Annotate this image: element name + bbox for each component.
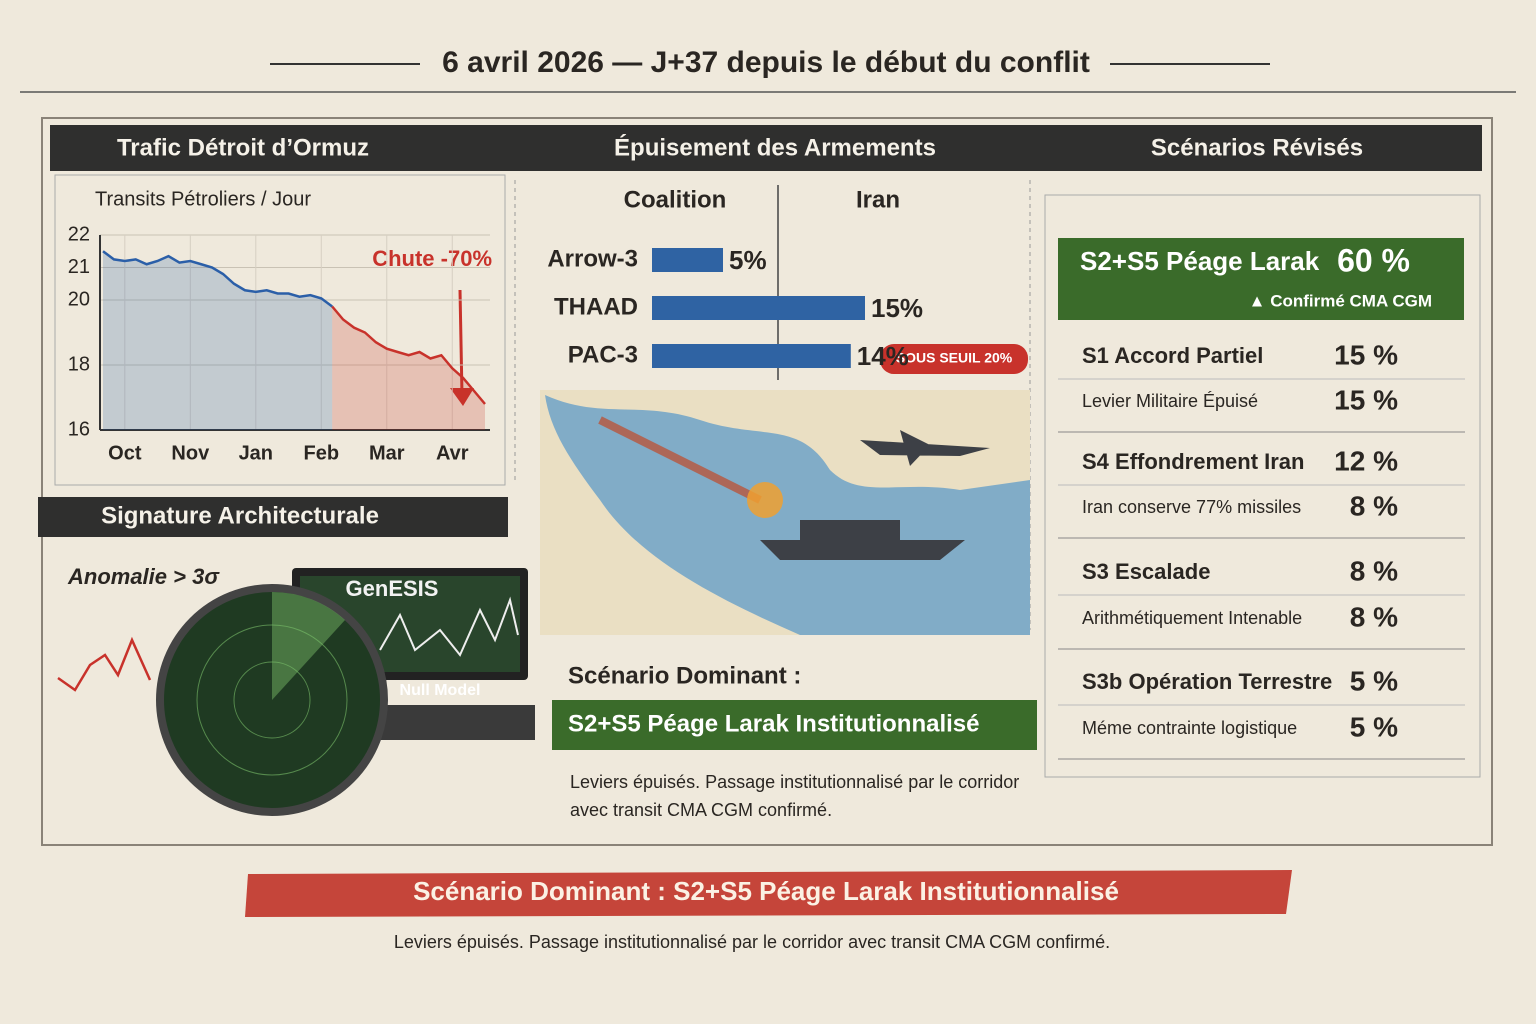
radar (156, 584, 388, 816)
lead-value: 60 % (1337, 242, 1410, 278)
dominant-box (552, 700, 1037, 750)
lead-name: S2+S5 Péage Larak (1080, 246, 1320, 276)
dominant-text: Leviers épuisés. Passage institutionnali… (570, 772, 1019, 792)
anomaly-label: Anomalie > 3σ (67, 564, 220, 589)
y-tick-label: 16 (68, 418, 90, 440)
scenario-value: 15 % (1334, 384, 1398, 415)
bar (652, 248, 723, 272)
scenario-name: Arithmétiquement Intenable (1082, 608, 1302, 628)
scenario-value: 5 % (1350, 711, 1398, 742)
area (103, 251, 333, 430)
panel-box (1044, 194, 1481, 778)
keyboard (370, 705, 535, 740)
area (332, 306, 485, 430)
footer-title: Scénario Dominant : S2+S5 Péage Larak In… (413, 876, 1119, 906)
panel-title: Trafic Détroit d’Ormuz (117, 134, 369, 161)
panel-title: Scénarios Révisés (1151, 134, 1363, 161)
column-label: Iran (856, 186, 900, 213)
explosion (747, 482, 783, 518)
scenario-value: 8 % (1350, 490, 1398, 521)
footer-banner (245, 870, 1292, 917)
monitor-line (379, 596, 519, 657)
footer-text: Leviers épuisés. Passage institutionnali… (394, 932, 1110, 952)
x-tick-label: Feb (304, 442, 340, 464)
scenario-name: S3 Escalade (1082, 559, 1210, 584)
ship (760, 520, 965, 560)
y-tick-label: 22 (68, 223, 90, 245)
y-tick-label: 21 (68, 256, 90, 278)
monitor-label: GenESIS (346, 576, 439, 601)
scenario-name: S4 Effondrement Iran (1082, 449, 1304, 474)
lead-box (1058, 238, 1464, 320)
value-label: 14% (857, 341, 909, 371)
missile-trail (598, 416, 762, 504)
arrow-head (450, 388, 474, 406)
x-tick-label: Nov (171, 442, 210, 464)
column-label: Coalition (624, 186, 727, 213)
annotation: Chute -70% (372, 246, 492, 271)
header-bar (50, 125, 1482, 171)
category-label: Arrow-3 (547, 245, 638, 272)
y-tick-label: 18 (68, 353, 90, 375)
frame (41, 117, 1493, 846)
bar (652, 296, 865, 320)
value-label: 5% (729, 245, 767, 275)
x-tick-label: Avr (436, 442, 469, 464)
radar-ring (196, 624, 348, 776)
radar-sweep (272, 591, 345, 700)
scenario-name: Levier Militaire Épuisé (1082, 391, 1258, 411)
value-label: 15% (871, 293, 923, 323)
dominant-name: S2+S5 Péage Larak Institutionnalisé (568, 710, 980, 737)
x-tick-label: Mar (369, 442, 405, 464)
badge-text: SOUS SEUIL 20% (896, 350, 1013, 366)
line (331, 305, 486, 405)
scenario-value: 8 % (1350, 555, 1398, 586)
panel-title: Signature Architecturale (101, 502, 379, 529)
scenario-name: S1 Accord Partiel (1082, 343, 1263, 368)
anomaly-line (57, 636, 152, 692)
model-label: Null Model (400, 682, 481, 699)
scenario-name: Méme contrainte logistique (1082, 718, 1297, 738)
radar-ring (233, 661, 311, 739)
scenario-value: 15 % (1334, 339, 1398, 370)
scenario-value: 12 % (1334, 445, 1398, 476)
header-bar (38, 497, 508, 537)
dominant-text: avec transit CMA CGM confirmé. (570, 800, 832, 820)
panel-title: Épuisement des Armements (614, 133, 936, 161)
y-axis-label: Transits Pétroliers / Jour (95, 188, 311, 210)
scenario-value: 8 % (1350, 601, 1398, 632)
x-tick-label: Oct (108, 442, 142, 464)
category-label: THAAD (554, 293, 638, 320)
panel-box (54, 174, 506, 486)
scenario-name: S3b Opération Terrestre (1082, 669, 1332, 694)
y-tick-label: 20 (68, 288, 90, 310)
page-title: 6 avril 2026 — J+37 depuis le début du c… (442, 46, 1090, 79)
scenario-value: 5 % (1350, 665, 1398, 696)
lead-note: ▲ Confirmé CMA CGM (1249, 291, 1432, 310)
bar (652, 344, 851, 368)
line (102, 250, 333, 308)
jet (860, 430, 990, 466)
badge (880, 344, 1028, 374)
x-tick-label: Jan (239, 442, 273, 464)
dominant-label: Scénario Dominant : (568, 662, 801, 689)
scenario-name: Iran conserve 77% missiles (1082, 497, 1301, 517)
category-label: PAC-3 (568, 341, 638, 368)
